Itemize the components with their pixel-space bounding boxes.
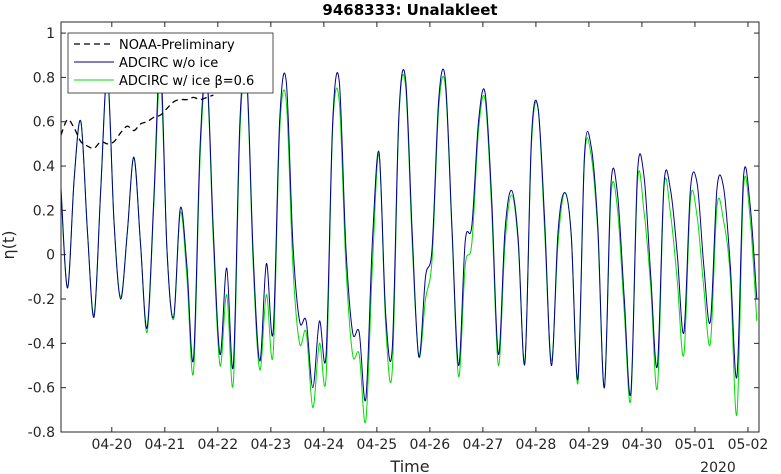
series-line-0	[61, 94, 214, 150]
x-tick-label: 04-30	[622, 437, 663, 453]
series-line-1	[61, 59, 758, 402]
series-layer	[61, 59, 758, 424]
x-tick-label: 05-01	[675, 437, 716, 453]
x-tick-label: 04-23	[250, 437, 291, 453]
x-tick-label: 04-21	[144, 437, 185, 453]
y-tick-label: 0.6	[33, 115, 55, 131]
legend-label: ADCIRC w/o ice	[119, 56, 218, 71]
x-tick-label: 04-27	[463, 437, 504, 453]
x-tick-label: 04-26	[410, 437, 451, 453]
legend: NOAA-Preliminary ADCIRC w/o ice ADCIRC w/ …	[67, 32, 274, 94]
tick-layer: 04-20 04-21 04-22 04-23 04-24 04-25 04-26 04-27…	[28, 22, 769, 453]
chart-title: 9468333: Unalakleet	[322, 1, 497, 19]
axes-box	[60, 21, 760, 433]
y-tick-label: 0.4	[33, 159, 55, 175]
y-tick-label: -0.4	[28, 336, 55, 352]
x-tick-label: 04-20	[91, 437, 132, 453]
y-tick-label: 0	[46, 248, 55, 264]
x-axis-label: Time	[389, 457, 429, 474]
x-tick-label: 04-25	[357, 437, 398, 453]
legend-label: NOAA-Preliminary	[119, 38, 235, 53]
x-tick-label: 04-29	[569, 437, 610, 453]
x-tick-label: 04-28	[516, 437, 557, 453]
y-tick-label: -0.8	[28, 425, 55, 441]
y-tick-label: -0.6	[28, 381, 55, 397]
year-label: 2020	[700, 460, 736, 474]
y-tick-label: 0.8	[33, 70, 55, 86]
legend-label: ADCIRC w/ ice β=0.6	[119, 74, 254, 89]
y-axis-label: η(t)	[0, 231, 18, 260]
y-tick-label: 0.2	[33, 203, 55, 219]
legend-items: NOAA-Preliminary ADCIRC w/o ice ADCIRC w/ …	[74, 38, 254, 89]
x-tick-label: 05-02	[728, 437, 769, 453]
y-tick-label: 1	[46, 26, 55, 42]
legend-box	[67, 32, 274, 94]
x-tick-label: 04-24	[304, 437, 345, 453]
x-tick-label: 04-22	[197, 437, 238, 453]
y-tick-label: -0.2	[28, 292, 55, 308]
